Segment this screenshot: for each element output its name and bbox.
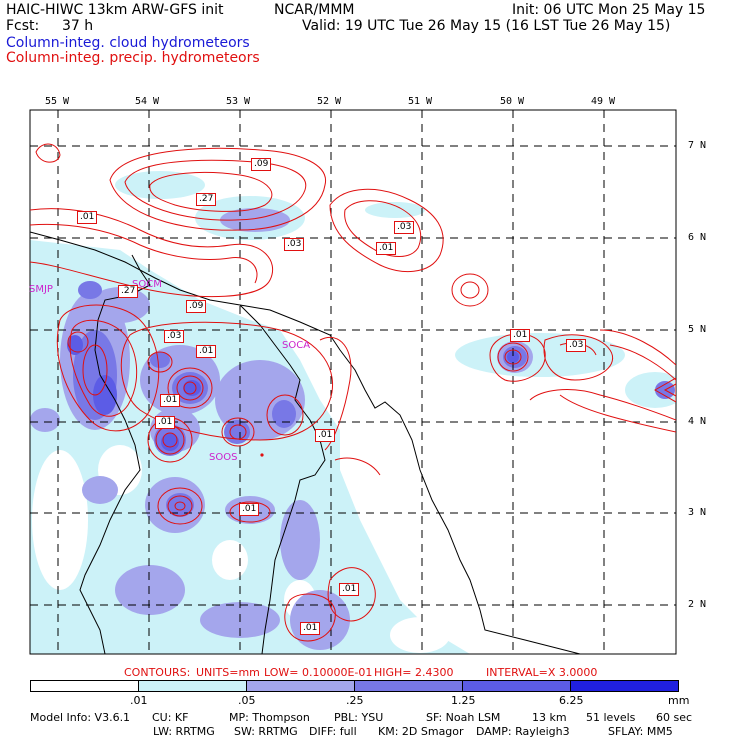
contour-label: .03 [284,238,305,251]
contours-label: CONTOURS: [124,666,191,679]
footer-lw: LW: RRTMG [153,725,215,738]
contour-label: .03 [164,330,185,343]
footer-sflay: SFLAY: MM5 [608,725,673,738]
legend-tick: .05 [238,694,256,707]
footer-diff: DIFF: full [309,725,357,738]
footer-damp: DAMP: Rayleigh3 [476,725,570,738]
lon-label: 49 W [591,96,616,107]
legend-tick: 6.25 [559,694,584,707]
legend-swatch [246,680,355,692]
lon-label: 50 W [500,96,525,107]
footer-levels: 51 levels [586,711,636,724]
contour-label: .27 [118,285,139,298]
org-label: NCAR/MMM [274,2,355,18]
contour-label: .01 [196,345,217,358]
contour-label: .27 [196,193,217,206]
legend-tick: .25 [346,694,364,707]
footer-pbl: PBL: YSU [334,711,384,724]
contour-label: .01 [510,329,531,342]
lat-label: 4 N [688,416,707,427]
footer-sw: SW: RRTMG [234,725,298,738]
field-precip-title: Column-integ. precip. hydrometeors [6,50,260,66]
legend-swatch [30,680,139,692]
station-label-soos: SOOS [209,452,238,463]
footer-resolution: 13 km [532,711,567,724]
contour-label: .01 [239,503,260,516]
legend-swatch [570,680,679,692]
contour-label: .01 [376,242,397,255]
lon-label: 53 W [226,96,251,107]
lat-label: 6 N [688,232,707,243]
contour-label: .01 [77,211,98,224]
station-label-smjp: SMJP [29,284,53,295]
lat-lon-grid [30,110,676,654]
forecast-label: Fcst: [6,18,40,34]
station-label-soca: SOCA [282,340,311,351]
field-cloud-title: Column-integ. cloud hydrometeors [6,35,250,51]
lon-label: 51 W [408,96,433,107]
contour-label: .03 [394,221,415,234]
footer-cu: CU: KF [152,711,189,724]
contour-label: .09 [186,300,207,313]
lon-label: 52 W [317,96,342,107]
contour-label: .01 [155,416,176,429]
legend-swatch [462,680,571,692]
legend-swatch [138,680,247,692]
contours-interval: INTERVAL=X 3.0000 [486,666,598,679]
lon-label: 55 W [45,96,70,107]
contour-label: .01 [339,583,360,596]
forecast-hour: 37 h [62,18,94,34]
contour-label: .01 [160,394,181,407]
contour-label: .01 [315,429,336,442]
lat-label: 3 N [688,507,707,518]
contour-label: .01 [300,622,321,635]
legend-tick: .01 [130,694,148,707]
footer-sf: SF: Noah LSM [426,711,501,724]
contours-units: UNITS=mm [196,666,260,679]
footer-model-info: Model Info: V3.6.1 [30,711,131,724]
lat-label: 5 N [688,324,707,335]
footer-timestep: 60 sec [656,711,693,724]
footer-mp: MP: Thompson [229,711,310,724]
lat-label: 7 N [688,140,707,151]
station-marker [260,453,264,457]
legend-swatch [354,680,463,692]
contour-label: .03 [566,339,587,352]
footer-km: KM: 2D Smagor [378,725,464,738]
legend-unit: mm [668,694,690,707]
valid-time: Valid: 19 UTC Tue 26 May 15 (16 LST Tue … [302,18,671,34]
init-time: Init: 06 UTC Mon 25 May 15 [512,2,706,18]
contours-low: LOW= 0.10000E-01 [264,666,373,679]
contour-label: .09 [251,158,272,171]
lat-label: 2 N [688,599,707,610]
lon-label: 54 W [135,96,160,107]
cloud-hydrometeor-fill [30,171,676,654]
model-title: HAIC-HIWC 13km ARW-GFS init [6,2,224,18]
contours-high: HIGH= 2.4300 [374,666,454,679]
legend-tick: 1.25 [451,694,476,707]
station-label-socm: SOCM [132,279,162,290]
